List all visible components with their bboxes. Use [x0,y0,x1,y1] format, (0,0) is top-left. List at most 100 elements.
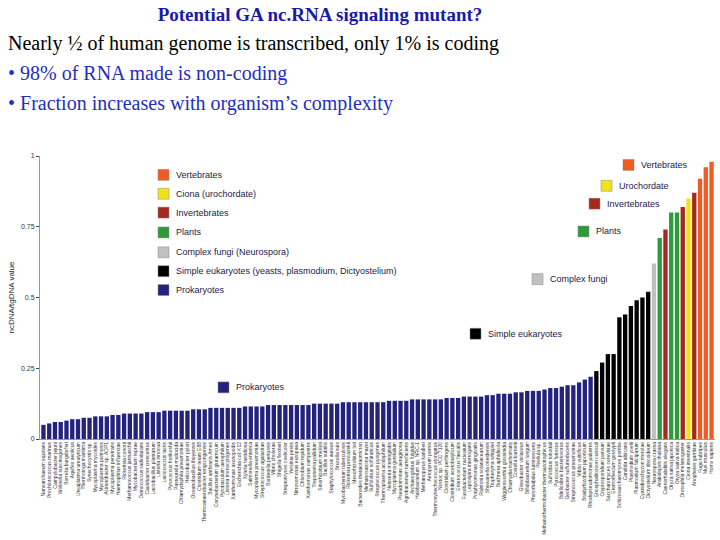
svg-text:Clostridium perfringens: Clostridium perfringens [443,442,449,494]
svg-text:Borrelia burgdorferi: Borrelia burgdorferi [63,442,69,485]
svg-text:Encephalitozoon cuniculi: Encephalitozoon cuniculi [593,442,599,497]
svg-text:Methanococcus jannaschii: Methanococcus jannaschii [126,442,132,501]
svg-text:Methanothermobacter thermautot: Methanothermobacter thermautotrophicus [541,442,547,536]
svg-text:Wigglesworthia glossinidia: Wigglesworthia glossinidia [501,442,507,501]
svg-text:Photorhabdus luminescens: Photorhabdus luminescens [530,442,536,503]
svg-text:0.25: 0.25 [21,365,35,372]
svg-text:Haemophilus influenzae: Haemophilus influenzae [115,442,121,496]
svg-text:Gloeobacter violaceus: Gloeobacter violaceus [518,442,524,492]
svg-text:Rhodopseudomonas palustris: Rhodopseudomonas palustris [587,442,593,509]
svg-text:Methanopyrus kandleri: Methanopyrus kandleri [420,442,426,493]
svg-text:Clostridium acetobutylicum: Clostridium acetobutylicum [449,442,455,502]
svg-text:Thermoanaerobacter tengcongens: Thermoanaerobacter tengcongensis [201,442,207,523]
svg-text:Saccharomyces cerevisiae: Saccharomyces cerevisiae [605,442,611,502]
svg-text:Archaeoglobus fulgidus: Archaeoglobus fulgidus [409,442,415,494]
svg-text:Staphylococcus aureus: Staphylococcus aureus [328,442,334,494]
svg-text:Complex fungi (Neurospora): Complex fungi (Neurospora) [176,247,289,257]
svg-text:Pyrococcus horikoshii: Pyrococcus horikoshii [167,442,173,490]
svg-text:Xanthomonas axonopodis: Xanthomonas axonopodis [230,442,236,500]
svg-text:Mycoplasma pneumoniae: Mycoplasma pneumoniae [253,442,259,499]
svg-text:Mus musculus: Mus musculus [702,442,708,474]
svg-text:Pyrococcus furiosus: Pyrococcus furiosus [553,442,559,487]
svg-text:Wolinella succinogenes: Wolinella succinogenes [57,442,63,495]
svg-text:Thermoplasma acidophilum: Thermoplasma acidophilum [380,442,386,503]
svg-text:Thermosynechococcus elongatus: Thermosynechococcus elongatus [432,442,438,517]
svg-text:Listeria innocua: Listeria innocua [155,442,161,477]
svg-text:Lactobacillus plantarum: Lactobacillus plantarum [150,442,156,495]
svg-text:Ralstonia solanacearum: Ralstonia solanacearum [478,442,484,496]
svg-text:Synechocystis sp.: Synechocystis sp. [86,442,92,482]
svg-text:Nostoc sp. PCC 7120: Nostoc sp. PCC 7120 [437,442,443,490]
svg-text:Plasmodium yoelii: Plasmodium yoelii [628,442,634,482]
svg-text:Bradyrhizobium japonicum: Bradyrhizobium japonicum [581,442,587,501]
svg-text:Deinococcus radiodurans: Deinococcus radiodurans [138,442,144,499]
svg-text:Streptococcus agalactiae: Streptococcus agalactiae [259,442,265,498]
svg-text:Geobacter sulfurreducens: Geobacter sulfurreducens [564,442,570,500]
svg-text:Chlorobium tepidum: Chlorobium tepidum [299,442,305,487]
svg-text:Plants: Plants [596,226,622,236]
svg-text:Cyanidioschyzon merolae: Cyanidioschyzon merolae [639,442,645,499]
svg-text:Treponema pallidum: Treponema pallidum [311,442,317,487]
svg-text:Coxiella burnetii: Coxiella burnetii [512,442,518,478]
svg-text:Prokaryotes: Prokaryotes [176,285,225,295]
svg-text:Candida albicans: Candida albicans [622,442,628,481]
svg-text:Chlamydophila pneumoniae: Chlamydophila pneumoniae [178,442,184,504]
svg-text:Invertebrates: Invertebrates [607,199,660,209]
svg-text:Pseudomonas aeruginosa: Pseudomonas aeruginosa [397,442,403,500]
svg-text:Pirellula sp.: Pirellula sp. [535,442,541,468]
svg-text:Aeropyrum pernix: Aeropyrum pernix [426,442,432,482]
svg-text:Sulfolobus tokodaii: Sulfolobus tokodaii [547,442,553,484]
svg-text:Pasteurella multocida: Pasteurella multocida [173,442,179,490]
svg-text:Thermotoga maritima: Thermotoga maritima [80,442,86,490]
svg-text:Salmonella enterica: Salmonella enterica [247,442,253,486]
svg-text:Shigella flexneri: Shigella flexneri [276,442,282,477]
svg-text:Rickettsia prowazekii: Rickettsia prowazekii [345,442,351,489]
svg-text:Prokaryotes: Prokaryotes [236,382,285,392]
svg-text:Acinetobacter sp. ADP1: Acinetobacter sp. ADP1 [103,442,109,495]
svg-text:Ureaplasma urealyticum: Ureaplasma urealyticum [75,442,81,496]
svg-text:Xanthomonas campestris: Xanthomonas campestris [305,442,311,499]
svg-text:Caenorhabditis elegans: Caenorhabditis elegans [662,442,668,495]
svg-text:Bacillus anthracis Ames: Bacillus anthracis Ames [207,442,213,495]
svg-text:Simple eukaryotes (yeasts, pla: Simple eukaryotes (yeasts, plasmodium, D… [176,266,397,276]
svg-text:Leptospira interrogans: Leptospira interrogans [466,442,472,492]
svg-text:Streptococcus pneumoniae: Streptococcus pneumoniae [570,442,576,503]
svg-text:Vertebrates: Vertebrates [641,160,688,170]
svg-text:0.75: 0.75 [21,223,35,230]
svg-text:Dictyostelium discoideum: Dictyostelium discoideum [645,442,651,498]
svg-text:Shewanella oneidensis: Shewanella oneidensis [484,442,490,494]
svg-text:Caulobacter crescentus: Caulobacter crescentus [144,442,150,495]
svg-text:Invertebrates: Invertebrates [176,208,229,218]
svg-text:Aquifex aeolicus: Aquifex aeolicus [69,442,75,479]
svg-text:Drosophila melanogaster: Drosophila melanogaster [679,442,685,498]
svg-text:Xylella fastidiosa: Xylella fastidiosa [242,442,248,479]
svg-text:Yersinia pestis: Yersinia pestis [288,442,294,475]
svg-text:Bdellovibrio bacteriovorus: Bdellovibrio bacteriovorus [558,442,564,500]
svg-text:Neurospora crassa: Neurospora crassa [651,442,657,484]
svg-text:1: 1 [31,152,35,159]
svg-text:Listeria monocytogenes: Listeria monocytogenes [224,442,230,495]
svg-text:0.5: 0.5 [25,294,35,301]
svg-text:Agrobacterium tumefaciens: Agrobacterium tumefaciens [403,442,409,503]
svg-text:Fugu rubripes: Fugu rubripes [697,442,703,473]
svg-text:Brucella suis: Brucella suis [334,442,340,471]
svg-text:Halobacterium sp. NRC-1: Halobacterium sp. NRC-1 [414,442,420,499]
svg-text:Mesorhizobium loti: Mesorhizobium loti [351,442,357,484]
svg-text:Lactococcus lactis: Lactococcus lactis [161,442,167,483]
svg-text:Tropheryma whipplei: Tropheryma whipplei [489,442,495,488]
svg-text:Mycobacterium tuberculosis: Mycobacterium tuberculosis [340,442,346,504]
svg-text:Rickettsia conorii: Rickettsia conorii [121,442,127,480]
svg-text:Prochlorococcus marinus: Prochlorococcus marinus [46,442,52,499]
svg-text:Mycoplasma pulmonis: Mycoplasma pulmonis [98,442,104,492]
svg-text:Sinorhizobium meliloti: Sinorhizobium meliloti [317,442,323,491]
svg-text:Ciona (urochordate): Ciona (urochordate) [176,189,256,199]
svg-text:Bacillus subtilis: Bacillus subtilis [322,442,328,476]
svg-text:Anopheles gambiae: Anopheles gambiae [691,442,697,486]
svg-text:Methanosarcina mazei: Methanosarcina mazei [363,442,369,492]
svg-text:Pyrobaculum aerophilum: Pyrobaculum aerophilum [219,442,225,497]
svg-text:Nitrosomonas europaea: Nitrosomonas europaea [293,442,299,496]
svg-text:Streptococcus pyogenes: Streptococcus pyogenes [374,442,380,497]
svg-text:Chlamydia trachomatis: Chlamydia trachomatis [507,442,513,493]
svg-text:Escherichia coli K12: Escherichia coli K12 [236,442,242,487]
svg-text:Plasmodium falciparum: Plasmodium falciparum [633,442,639,494]
